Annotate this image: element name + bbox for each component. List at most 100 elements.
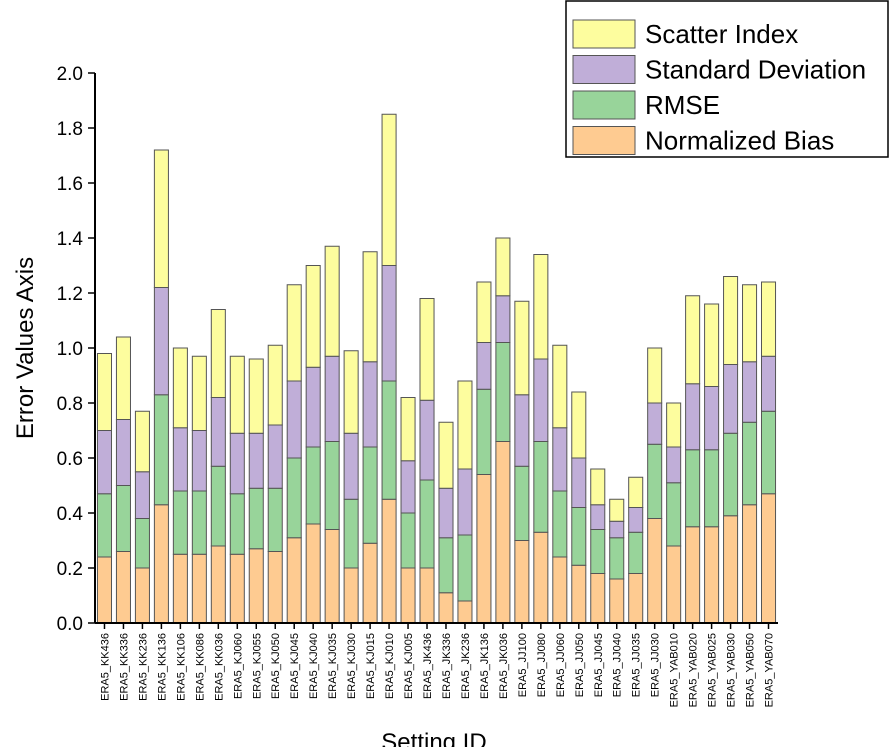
- bar-segment: [457, 600, 473, 624]
- bar-segment: [760, 493, 777, 624]
- bar-segment: [96, 430, 113, 495]
- bar-segment: [533, 358, 549, 442]
- bar-segment: [172, 553, 188, 624]
- x-tick-label: ERA5_YAB025: [707, 633, 719, 707]
- bar-segment: [438, 421, 454, 489]
- bar-segment: [628, 573, 644, 624]
- bar-segment: [495, 237, 511, 297]
- y-tick-label: 1.6: [57, 174, 83, 195]
- x-tick-label: ERA5_JJ035: [631, 633, 643, 697]
- bar-segment: [552, 344, 568, 429]
- bar-segment: [324, 529, 340, 624]
- x-tick-label: ERA5_KK106: [175, 633, 187, 701]
- bar-segment: [647, 443, 663, 519]
- x-tick-label: ERA5_KJ030: [346, 633, 358, 699]
- legend-swatch: [572, 19, 636, 49]
- bar-segment: [362, 361, 378, 448]
- bar-segment: [685, 449, 701, 528]
- bar-segment: [628, 507, 644, 533]
- bar-segment: [343, 567, 359, 624]
- bar-segment: [210, 465, 226, 547]
- bar-segment: [362, 446, 378, 544]
- bar-segment: [248, 432, 264, 489]
- bar-segment: [438, 592, 454, 624]
- bar-segment: [229, 553, 245, 624]
- y-tick-label: 0.4: [57, 504, 84, 525]
- bar-segment: [760, 281, 777, 357]
- y-tick-label: 0.0: [57, 614, 83, 635]
- bar-segment: [305, 366, 321, 448]
- legend-swatch: [572, 126, 636, 155]
- bar-segment: [704, 526, 720, 624]
- bar-segment: [476, 281, 492, 343]
- bar-segment: [628, 531, 644, 574]
- bar-segment: [267, 424, 283, 489]
- bar-segment: [419, 298, 435, 401]
- bar-segment: [153, 394, 169, 506]
- bar-segment: [248, 487, 264, 550]
- bar-segment: [723, 515, 739, 624]
- bar-segment: [609, 498, 625, 522]
- bar-segment: [552, 490, 568, 558]
- bar-segment: [419, 479, 435, 569]
- bar-segment: [647, 402, 663, 445]
- y-tick-label: 2.0: [57, 64, 83, 85]
- x-tick-label: ERA5_KJ005: [403, 633, 415, 699]
- bar-segment: [476, 388, 492, 475]
- bar-segment: [457, 380, 473, 470]
- x-tick-label: ERA5_JJ080: [536, 633, 548, 697]
- bar-segment: [495, 441, 511, 624]
- bar-segment: [267, 487, 283, 552]
- y-tick-label: 1.4: [57, 229, 84, 250]
- bar-segment: [153, 504, 169, 624]
- bar-segment: [248, 358, 264, 434]
- bar-segment: [438, 537, 454, 594]
- x-tick-label: ERA5_YAB020: [688, 633, 700, 707]
- bar-segment: [115, 336, 131, 420]
- bar-segment: [153, 287, 169, 396]
- bar-segment: [134, 567, 150, 624]
- x-tick-label: ERA5_KK436: [99, 633, 111, 701]
- x-tick-label: ERA5_KK336: [118, 633, 130, 701]
- x-tick-label: ERA5_JJ040: [612, 633, 624, 697]
- bar-segment: [305, 265, 321, 368]
- x-tick-label: ERA5_KJ040: [308, 633, 320, 699]
- bar-segment: [267, 344, 283, 426]
- legend-swatch: [572, 90, 636, 120]
- bar-segment: [723, 432, 739, 517]
- bar-segment: [666, 545, 682, 624]
- bar-segment: [571, 564, 587, 624]
- bar-segment: [760, 355, 777, 412]
- y-tick-label: 0.6: [57, 449, 83, 470]
- x-tick-label: ERA5_JJ045: [593, 633, 605, 697]
- bar-segment: [760, 410, 777, 495]
- bar-segment: [400, 397, 416, 462]
- x-tick-label: ERA5_YAB070: [764, 633, 776, 707]
- y-tick-label: 0.8: [57, 394, 83, 415]
- bar-segment: [647, 347, 663, 404]
- bar-segment: [495, 342, 511, 442]
- bar-segment: [248, 548, 264, 624]
- bar-segment: [438, 487, 454, 539]
- bar-segment: [115, 419, 131, 486]
- bar-segment: [324, 441, 340, 530]
- bar-segment: [400, 567, 416, 624]
- bar-segment: [305, 446, 321, 525]
- bar-segment: [115, 485, 131, 552]
- bar-segment: [571, 457, 587, 508]
- bar-segment: [381, 380, 397, 500]
- bar-segment: [514, 300, 530, 396]
- bar-segment: [533, 441, 549, 533]
- bar-segment: [343, 350, 359, 434]
- bar-segment: [96, 556, 113, 624]
- bar-segment: [742, 421, 758, 506]
- y-axis-title: Error Values Axis: [12, 257, 39, 439]
- bar-segment: [381, 113, 397, 266]
- legend-label: Scatter Index: [645, 19, 798, 49]
- x-tick-label: ERA5_JK236: [460, 633, 472, 699]
- bar-segment: [324, 355, 340, 442]
- x-tick-label: ERA5_KK036: [213, 633, 225, 701]
- bar-segment: [210, 397, 226, 467]
- x-tick-label: ERA5_KK086: [194, 633, 206, 701]
- bar-segment: [533, 254, 549, 360]
